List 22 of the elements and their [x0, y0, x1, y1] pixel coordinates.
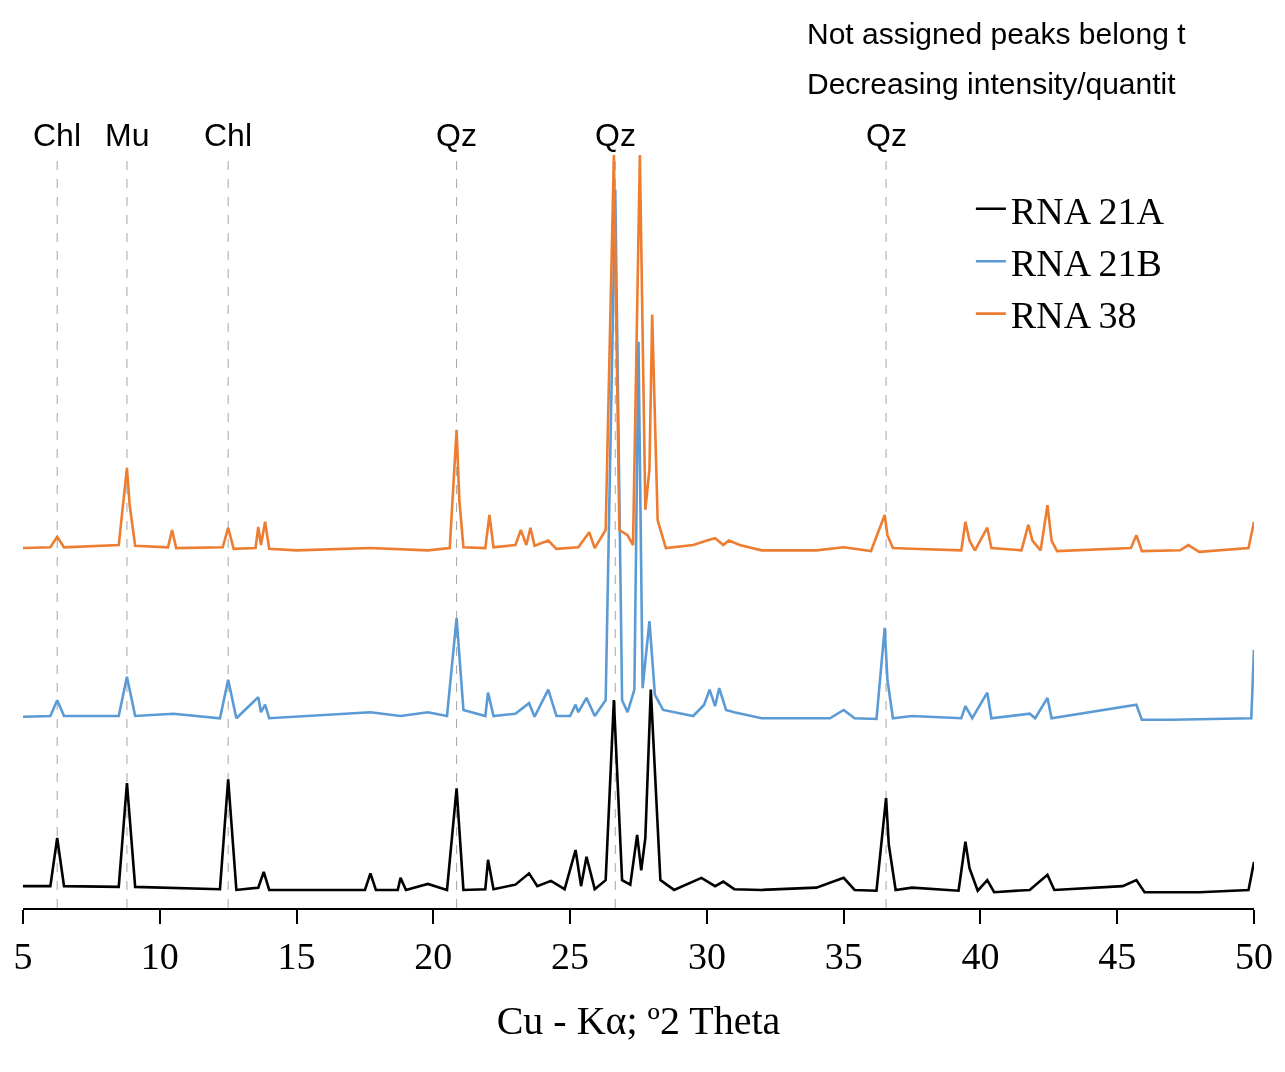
- x-tick-label: 35: [824, 935, 863, 978]
- ref-line-label: Chl: [204, 117, 253, 153]
- x-tick-label: 30: [687, 935, 726, 978]
- x-tick-label: 50: [1235, 935, 1273, 978]
- x-tick-label: 45: [1098, 935, 1137, 978]
- x-tick-label: 5: [13, 935, 33, 978]
- x-axis-title: Cu - Kα; º2 Theta: [496, 998, 781, 1044]
- text: Decreasing intensity/quantit: [807, 67, 1177, 100]
- ref-line-label: Qz: [866, 117, 907, 153]
- x-tick-label: 10: [140, 935, 179, 978]
- ref-line-label: Chl: [33, 117, 82, 153]
- ref-line-label: Qz: [436, 117, 477, 153]
- legend-label: RNA 38: [1010, 294, 1137, 337]
- ref-line-label: Mu: [105, 117, 150, 153]
- x-tick-label: 40: [961, 935, 1000, 978]
- legend-label: RNA 21A: [1010, 189, 1165, 232]
- x-tick-label: 25: [551, 935, 590, 978]
- text: Not assigned peaks belong t: [807, 17, 1187, 50]
- ref-line-label: Qz: [595, 117, 636, 153]
- x-tick-label: 20: [414, 935, 453, 978]
- x-tick-label: 15: [277, 935, 316, 978]
- legend-label: RNA 21B: [1010, 242, 1162, 285]
